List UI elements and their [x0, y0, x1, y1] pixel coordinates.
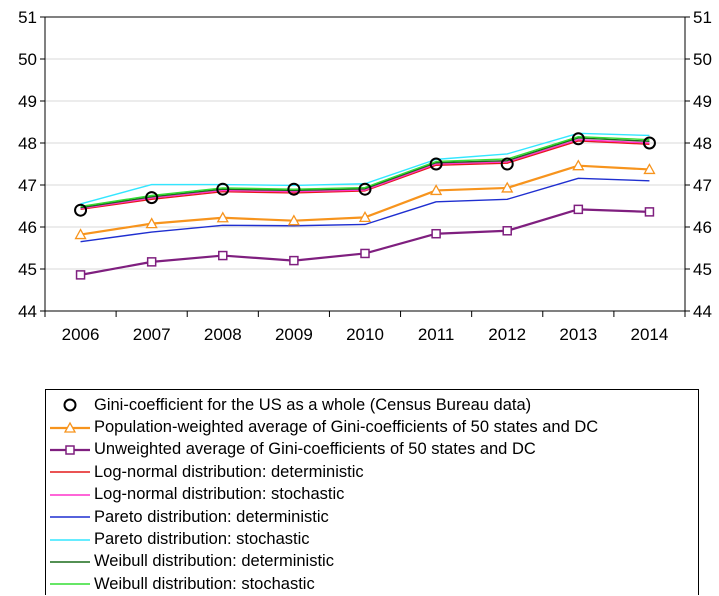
legend: Gini-coefficient for the US as a whole (…	[45, 389, 699, 595]
data-point-series-0	[571, 132, 585, 146]
data-point-series-2	[360, 248, 370, 259]
data-point-series-2	[75, 270, 86, 280]
y-tick-label-right: 51	[693, 8, 712, 27]
data-point-series-1	[643, 163, 656, 175]
legend-item: Population-weighted average of Gini-coef…	[46, 416, 698, 438]
x-tick-label: 2007	[133, 325, 171, 344]
legend-item: Pareto distribution: deterministic	[46, 506, 698, 528]
legend-label: Pareto distribution: stochastic	[94, 530, 310, 549]
y-tick-label-right: 47	[693, 176, 712, 195]
x-tick-label: 2012	[488, 325, 526, 344]
y-tick-label-left: 48	[18, 134, 37, 153]
y-tick-label-left: 49	[18, 92, 37, 111]
legend-symbol	[63, 398, 77, 412]
data-point-series-2	[218, 250, 228, 261]
legend-label: Pareto distribution: deterministic	[94, 507, 329, 526]
legend-symbol	[50, 538, 90, 541]
x-tick-label: 2014	[631, 325, 669, 344]
data-point-series-2	[431, 228, 441, 239]
x-tick-label: 2013	[559, 325, 597, 344]
y-tick-label-right: 44	[693, 302, 712, 321]
legend-label: Population-weighted average of Gini-coef…	[94, 418, 599, 437]
legend-symbol	[50, 583, 90, 586]
data-point-series-0	[429, 157, 443, 171]
tick-labels: 44 45 46 47 48 49 50 51 44 45 46 47 48 49 50 51 2006 2007…	[18, 8, 712, 344]
data-point-series-0	[358, 182, 372, 196]
legend-marker	[65, 445, 75, 455]
legend-item: Log-normal distribution: deterministic	[46, 461, 698, 483]
data-point-series-2	[289, 255, 299, 266]
data-point-series-1	[358, 211, 372, 222]
data-point-series-2	[502, 226, 512, 236]
legend-label: Gini-coefficient for the US as a whole (…	[94, 395, 532, 414]
x-tick-label: 2006	[62, 325, 100, 344]
legend-symbol	[50, 493, 90, 496]
legend-item: Log-normal distribution: stochastic	[46, 484, 698, 506]
series-line-3	[80, 140, 650, 211]
legend-symbol	[50, 471, 90, 474]
legend-item: Unweighted average of Gini-coefficients …	[46, 439, 698, 461]
series-line-5	[80, 177, 650, 243]
y-tick-label-right: 46	[693, 218, 712, 237]
legend-symbol	[50, 561, 90, 563]
data-point-series-0	[287, 182, 301, 196]
legend-symbol	[50, 445, 90, 455]
data-point-series-1	[572, 159, 585, 171]
legend-marker	[63, 398, 77, 412]
data-point-series-0	[145, 191, 159, 205]
series-markers	[74, 132, 656, 280]
legend-symbol	[50, 516, 90, 518]
chart: 44 45 46 47 48 49 50 51 44 45 46 47 48 49 50 51 2006 2007…	[18, 8, 712, 344]
data-point-series-1	[145, 217, 158, 229]
data-point-series-0	[642, 136, 656, 150]
data-point-series-1	[287, 214, 300, 226]
y-tick-label-left: 46	[18, 218, 37, 237]
legend-label: Weibull distribution: deterministic	[94, 552, 334, 571]
series-line-4	[80, 138, 650, 210]
legend-label: Unweighted average of Gini-coefficients …	[94, 440, 536, 459]
legend-symbol	[50, 421, 90, 433]
data-point-series-0	[216, 182, 230, 196]
legend-label: Log-normal distribution: stochastic	[94, 485, 345, 504]
legend-label: Weibull distribution: stochastic	[94, 574, 315, 593]
legend-item: Weibull distribution: deterministic	[46, 551, 698, 573]
y-tick-label-right: 45	[693, 260, 712, 279]
y-tick-label-left: 44	[18, 302, 37, 321]
gridlines	[45, 16, 685, 312]
y-tick-label-right: 49	[693, 92, 712, 111]
data-point-series-1	[430, 184, 443, 196]
data-point-series-1	[74, 228, 87, 240]
legend-item: Pareto distribution: stochastic	[46, 528, 698, 550]
legend-marker	[63, 421, 77, 433]
y-tick-label-left: 45	[18, 260, 37, 279]
data-point-series-2	[146, 257, 157, 267]
series-line-7	[80, 137, 650, 209]
x-tick-label: 2008	[204, 325, 242, 344]
data-point-series-1	[216, 211, 229, 223]
series-line-8	[80, 135, 650, 208]
y-tick-label-right: 50	[693, 50, 712, 69]
data-point-series-2	[573, 204, 584, 215]
y-tick-label-left: 47	[18, 176, 37, 195]
data-point-series-0	[500, 157, 514, 171]
y-tick-label-right: 48	[693, 134, 712, 153]
x-tick-label: 2011	[418, 325, 455, 344]
data-point-series-1	[501, 181, 514, 193]
x-tick-label: 2010	[346, 325, 384, 344]
y-tick-label-left: 51	[18, 8, 37, 27]
data-point-series-2	[644, 207, 655, 217]
x-tick-label: 2009	[275, 325, 313, 344]
data-point-series-0	[74, 203, 88, 217]
plot-frame	[44, 16, 686, 312]
y-tick-label-left: 50	[18, 50, 37, 69]
legend-item: Weibull distribution: stochastic	[46, 573, 698, 595]
axes	[40, 16, 690, 317]
legend-label: Log-normal distribution: deterministic	[94, 462, 364, 481]
legend-item: Gini-coefficient for the US as a whole (…	[46, 394, 698, 416]
